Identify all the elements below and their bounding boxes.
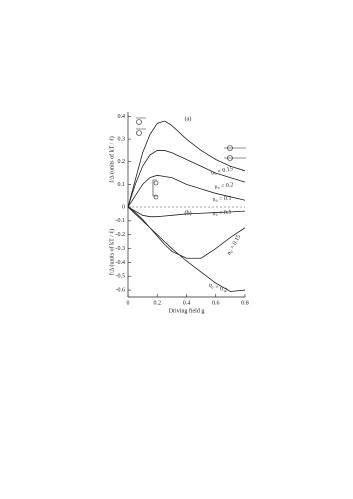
x-tick-label: 0.6 [212,300,220,306]
icon [136,130,142,136]
y-axis-label: f/Δ (units of kT / ℓ) [108,229,115,275]
series-line [127,206,246,218]
icon [136,119,142,125]
series-line [127,150,246,208]
icon [153,194,159,200]
series-label: n₀ = 0.2 [214,182,234,191]
y-tick-label: 0.1 [118,182,126,188]
y-tick-label: -0.6 [116,287,126,293]
series-line [127,174,246,208]
y-tick-label: 0.4 [118,114,126,120]
y-tick-label: 0 [122,204,125,210]
y-tick-label: -0.3 [116,246,126,252]
y-tick-label: -0.5 [116,274,126,280]
x-tick-label: 0.2 [154,300,162,306]
y-tick-label: -0.1 [116,218,126,224]
icon [153,180,159,186]
series-label: n₀ = 0.2 [208,283,228,295]
series-label: n₀ = 0.15 [211,166,234,176]
y-tick-label: -0.4 [116,260,126,266]
y-tick-label: 0.3 [118,137,126,143]
icon [136,117,246,197]
series-line [127,206,246,259]
x-axis-label: Driving field g [169,307,205,314]
panel-label: (a) [185,115,192,122]
y-tick-label: -0.2 [116,232,126,238]
x-tick-label: 0.4 [183,300,191,306]
icon [227,145,233,151]
y-tick-label: 0.2 [118,159,126,165]
series-label: n₀ = 0.1 [212,210,231,218]
panel-label: (b) [185,209,192,216]
icon [227,155,233,161]
icons [136,117,246,200]
series-line [127,206,246,292]
x-tick-label: 0 [127,300,130,306]
series-label: n₀ = 0.1 [212,196,231,204]
x-tick-label: 0.8 [241,300,249,306]
y-axis-label: f/Δ (units of kT / ℓ) [108,136,115,182]
series-line [127,120,246,208]
